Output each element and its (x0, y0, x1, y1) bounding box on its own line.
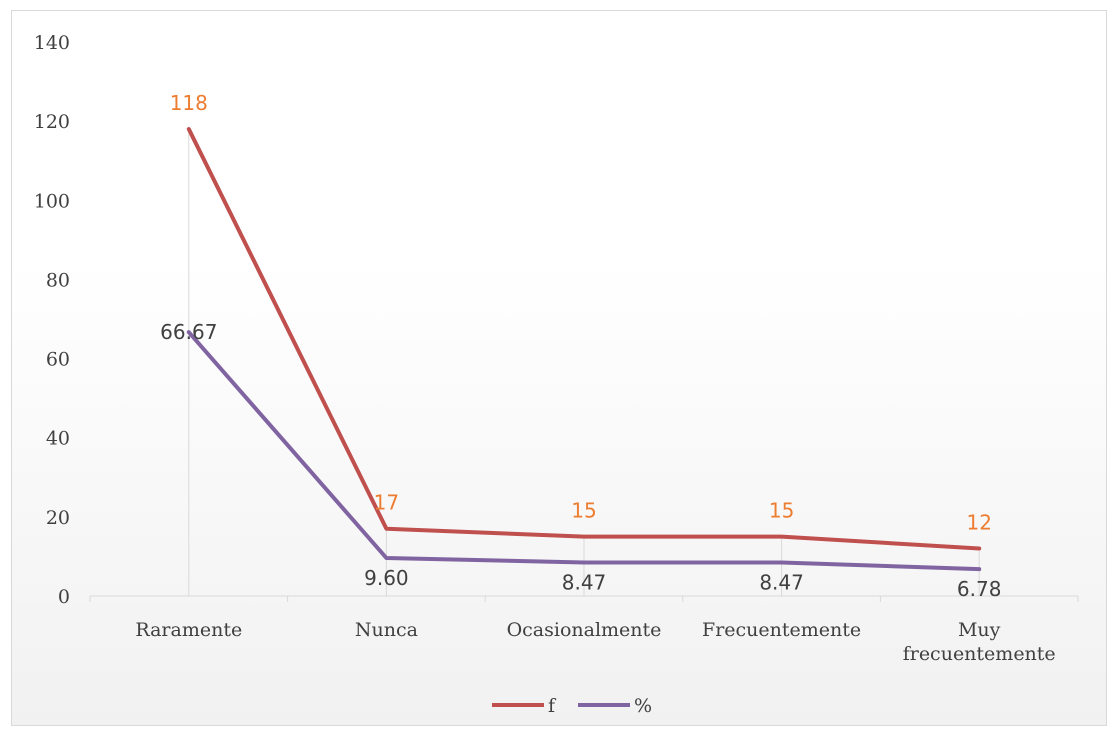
data-label-percent: 6.78 (957, 577, 1002, 601)
legend: f% (492, 695, 652, 717)
x-category-label-line: Muy (958, 619, 1001, 641)
y-axis: 0 20 40 60 80 100 120 140 (34, 32, 70, 608)
data-label-percent: 66.67 (160, 320, 217, 344)
legend-label-percent: % (634, 695, 652, 717)
data-label-f: 15 (769, 499, 794, 523)
y-tick-label: 40 (46, 428, 70, 450)
data-label-f: 15 (571, 499, 596, 523)
series-line-percent (186, 330, 982, 572)
x-category-label: Nunca (355, 619, 418, 641)
data-label-percent: 8.47 (562, 570, 607, 594)
data-label-percent: 8.47 (759, 570, 804, 594)
y-tick-label: 120 (34, 111, 70, 133)
x-axis: Raramente Nunca Ocasionalmente Frecuentemen… (89, 129, 1079, 665)
x-category-label: Muy frecuentemente (903, 619, 1056, 665)
y-tick-label: 60 (46, 349, 70, 371)
legend-label-f: f (548, 695, 557, 717)
data-label-f: 17 (374, 491, 399, 515)
data-labels: 118 17 15 15 12 66.67 9.60 8.47 8.47 6.78 (160, 91, 1001, 601)
y-tick-label: 140 (34, 32, 70, 54)
y-tick-label: 80 (46, 269, 70, 291)
series-line-f (186, 127, 982, 551)
x-category-label-line: frecuentemente (903, 643, 1056, 665)
y-tick-label: 100 (34, 190, 70, 212)
y-tick-label: 20 (46, 507, 70, 529)
chart-area (11, 10, 1107, 726)
data-label-percent: 9.60 (364, 566, 409, 590)
x-category-label: Ocasionalmente (507, 619, 662, 641)
x-category-label: Frecuentemente (702, 619, 861, 641)
x-category-label: Raramente (135, 619, 242, 641)
series-layer (186, 127, 982, 572)
data-label-f: 118 (170, 91, 208, 115)
y-tick-label: 0 (58, 586, 70, 608)
data-label-f: 12 (966, 511, 991, 535)
